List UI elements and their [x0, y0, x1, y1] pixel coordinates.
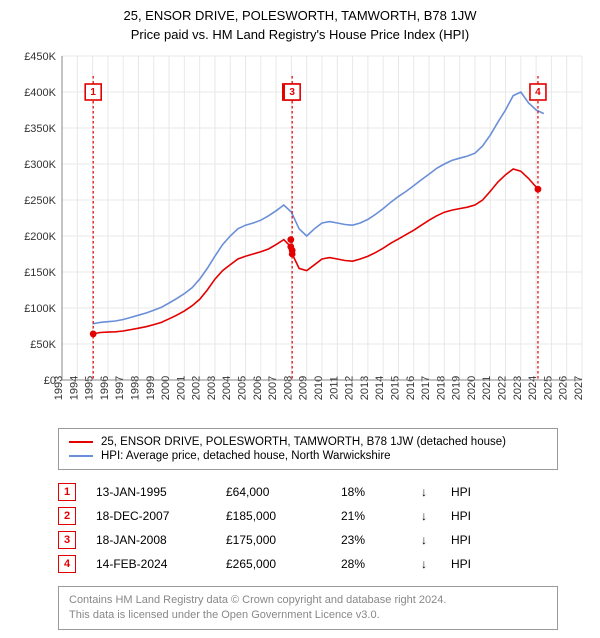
- x-tick-label: 2010: [313, 376, 325, 400]
- x-tick-label: 1994: [68, 376, 80, 400]
- table-row: 1 13-JAN-1995 £64,000 18% ↓ HPI: [58, 480, 558, 504]
- row-price: £265,000: [226, 557, 321, 571]
- x-tick-label: 2024: [527, 376, 539, 400]
- row-date: 18-JAN-2008: [96, 533, 206, 547]
- legend-label: HPI: Average price, detached house, Nort…: [101, 450, 391, 462]
- row-badge: 3: [58, 531, 76, 549]
- row-date: 14-FEB-2024: [96, 557, 206, 571]
- x-tick-label: 2004: [221, 376, 233, 400]
- x-tick-label: 2017: [420, 376, 432, 400]
- row-pct: 21%: [341, 509, 401, 523]
- row-pct: 18%: [341, 485, 401, 499]
- x-tick-label: 2022: [497, 376, 509, 400]
- x-tick-label: 2023: [512, 376, 524, 400]
- sale-marker: [289, 247, 296, 254]
- x-tick-label: 2009: [298, 376, 310, 400]
- legend-label: 25, ENSOR DRIVE, POLESWORTH, TAMWORTH, B…: [101, 436, 506, 448]
- y-tick-label: £400K: [24, 87, 56, 99]
- x-tick-label: 2019: [451, 376, 463, 400]
- x-tick-label: 2026: [558, 376, 570, 400]
- row-hpi-label: HPI: [451, 533, 481, 547]
- x-tick-label: 2020: [466, 376, 478, 400]
- row-hpi-label: HPI: [451, 485, 481, 499]
- x-tick-label: 2007: [267, 376, 279, 400]
- x-tick-label: 1993: [53, 376, 65, 400]
- x-tick-label: 2014: [374, 376, 386, 400]
- x-tick-label: 1998: [129, 376, 141, 400]
- chart-area: £0£50K£100K£150K£200K£250K£300K£350K£400…: [10, 50, 590, 420]
- table-row: 4 14-FEB-2024 £265,000 28% ↓ HPI: [58, 552, 558, 576]
- footer-line-2: This data is licensed under the Open Gov…: [69, 608, 547, 623]
- annotation-number: 4: [535, 87, 541, 98]
- x-tick-label: 1995: [84, 376, 96, 400]
- row-price: £64,000: [226, 485, 321, 499]
- sale-marker: [535, 186, 542, 193]
- y-tick-label: £450K: [24, 51, 56, 63]
- x-tick-label: 2005: [237, 376, 249, 400]
- legend-swatch: [69, 455, 93, 457]
- footer-line-1: Contains HM Land Registry data © Crown c…: [69, 593, 547, 608]
- footer-attribution: Contains HM Land Registry data © Crown c…: [58, 586, 558, 630]
- sale-marker: [90, 331, 97, 338]
- row-hpi-label: HPI: [451, 557, 481, 571]
- legend-row: HPI: Average price, detached house, Nort…: [69, 449, 547, 463]
- chart-svg: £0£50K£100K£150K£200K£250K£300K£350K£400…: [10, 50, 590, 420]
- x-tick-label: 2001: [175, 376, 187, 400]
- down-arrow-icon: ↓: [421, 509, 431, 523]
- annotation-number: 3: [289, 87, 295, 98]
- row-badge: 2: [58, 507, 76, 525]
- x-tick-label: 2003: [206, 376, 218, 400]
- y-tick-label: £350K: [24, 123, 56, 135]
- x-tick-label: 1997: [114, 376, 126, 400]
- x-tick-label: 2016: [405, 376, 417, 400]
- x-tick-label: 2008: [282, 376, 294, 400]
- x-tick-label: 2015: [389, 376, 401, 400]
- y-tick-label: £150K: [24, 267, 56, 279]
- y-tick-label: £50K: [30, 339, 56, 351]
- x-tick-label: 2006: [252, 376, 264, 400]
- y-tick-label: £250K: [24, 195, 56, 207]
- x-tick-label: 2013: [359, 376, 371, 400]
- legend-row: 25, ENSOR DRIVE, POLESWORTH, TAMWORTH, B…: [69, 435, 547, 449]
- series-line: [93, 92, 544, 324]
- x-tick-label: 2012: [344, 376, 356, 400]
- down-arrow-icon: ↓: [421, 485, 431, 499]
- row-date: 13-JAN-1995: [96, 485, 206, 499]
- y-tick-label: £200K: [24, 231, 56, 243]
- row-hpi-label: HPI: [451, 509, 481, 523]
- x-tick-label: 2027: [573, 376, 585, 400]
- x-tick-label: 2000: [160, 376, 172, 400]
- sales-table: 1 13-JAN-1995 £64,000 18% ↓ HPI 2 18-DEC-2007 £1…: [58, 480, 558, 576]
- down-arrow-icon: ↓: [421, 533, 431, 547]
- chart-subtitle: Price paid vs. HM Land Registry's House …: [10, 27, 590, 42]
- row-badge: 1: [58, 483, 76, 501]
- x-tick-label: 2002: [191, 376, 203, 400]
- x-tick-label: 2021: [481, 376, 493, 400]
- row-pct: 28%: [341, 557, 401, 571]
- row-date: 18-DEC-2007: [96, 509, 206, 523]
- row-price: £175,000: [226, 533, 321, 547]
- row-pct: 23%: [341, 533, 401, 547]
- y-tick-label: £100K: [24, 303, 56, 315]
- x-tick-label: 1999: [145, 376, 157, 400]
- chart-title: 25, ENSOR DRIVE, POLESWORTH, TAMWORTH, B…: [10, 8, 590, 23]
- sale-marker: [287, 236, 294, 243]
- down-arrow-icon: ↓: [421, 557, 431, 571]
- x-tick-label: 2025: [542, 376, 554, 400]
- legend: 25, ENSOR DRIVE, POLESWORTH, TAMWORTH, B…: [58, 428, 558, 470]
- table-row: 3 18-JAN-2008 £175,000 23% ↓ HPI: [58, 528, 558, 552]
- y-tick-label: £300K: [24, 159, 56, 171]
- row-price: £185,000: [226, 509, 321, 523]
- series-line: [93, 169, 538, 334]
- x-tick-label: 1996: [99, 376, 111, 400]
- x-tick-label: 2018: [435, 376, 447, 400]
- annotation-number: 1: [90, 87, 96, 98]
- table-row: 2 18-DEC-2007 £185,000 21% ↓ HPI: [58, 504, 558, 528]
- row-badge: 4: [58, 555, 76, 573]
- legend-swatch: [69, 441, 93, 443]
